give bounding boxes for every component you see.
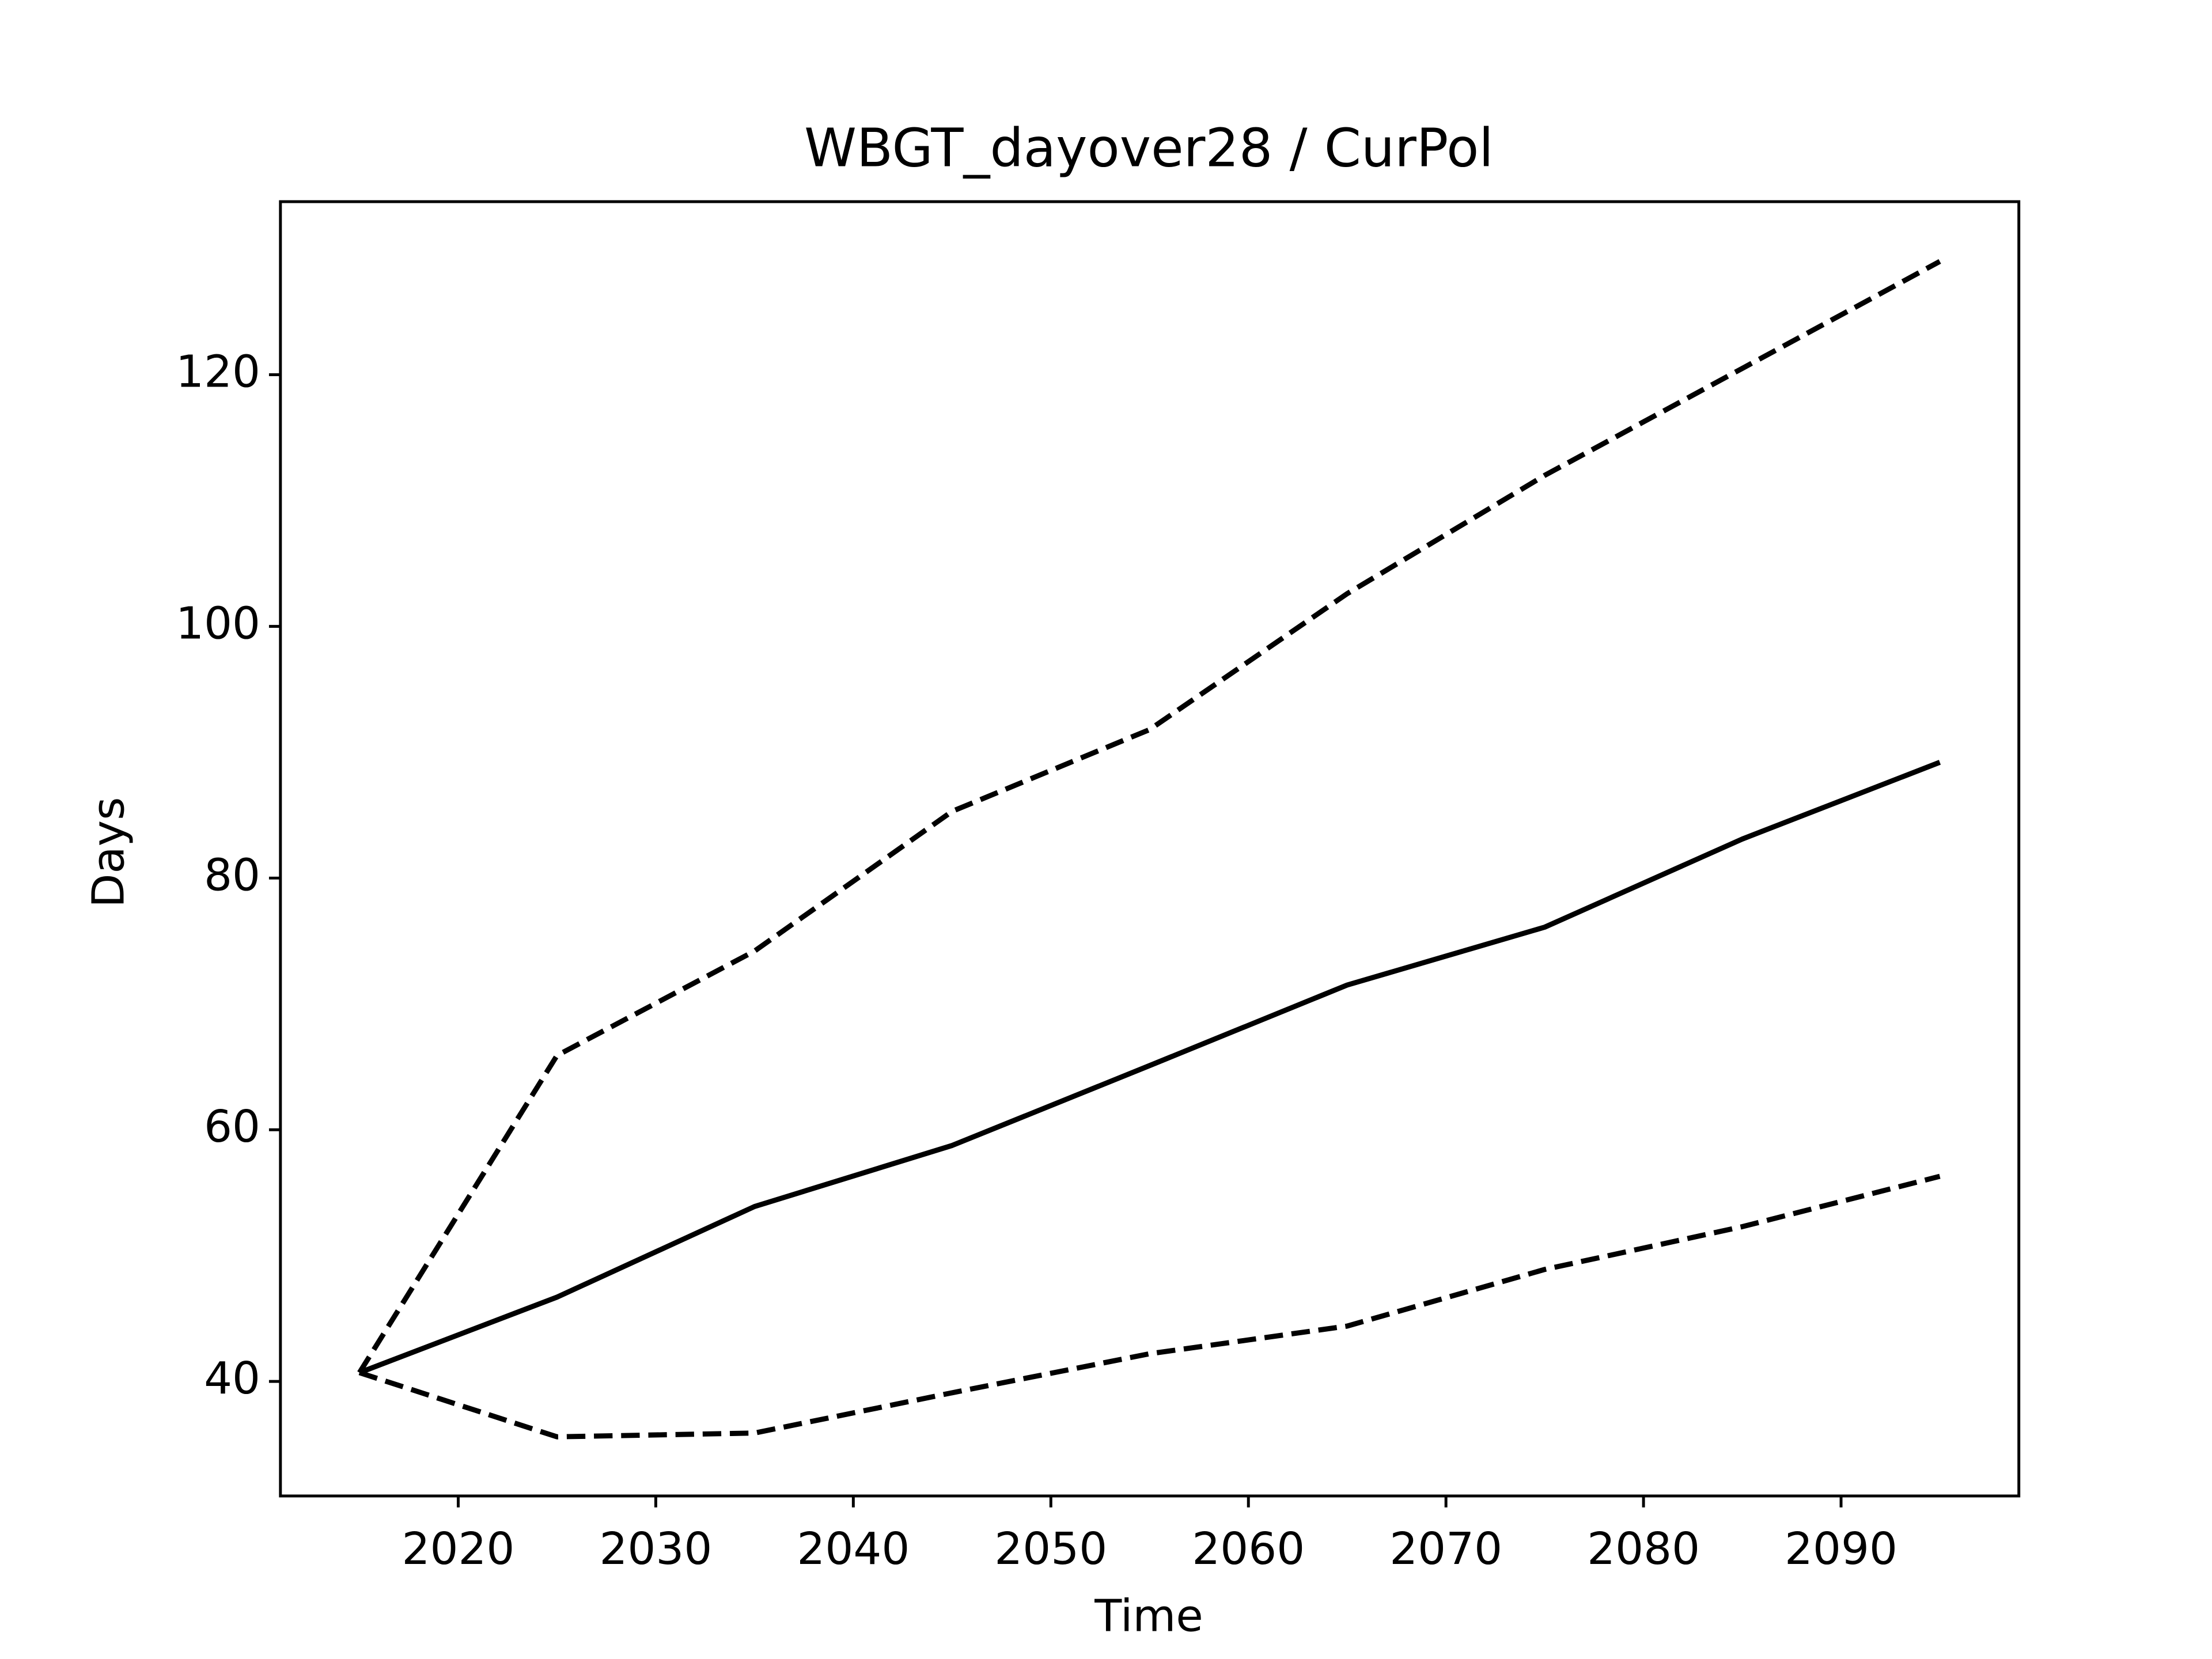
y-axis-label: Days bbox=[84, 797, 135, 908]
x-tick-label: 2020 bbox=[402, 1524, 515, 1575]
y-tick-label: 40 bbox=[204, 1353, 260, 1404]
plot-frame bbox=[279, 200, 2021, 1498]
x-axis-label: Time bbox=[1094, 1590, 1203, 1642]
line-series bbox=[358, 1173, 1941, 1440]
x-tick-label: 2060 bbox=[1192, 1524, 1305, 1575]
y-tick-label: 80 bbox=[204, 850, 260, 901]
x-tick-label: 2090 bbox=[1785, 1524, 1897, 1575]
chart-title: WBGT_dayover28 / CurPol bbox=[804, 118, 1494, 179]
x-tick-label: 2030 bbox=[599, 1524, 712, 1575]
line-series bbox=[357, 259, 1941, 1374]
x-tick-label: 2050 bbox=[994, 1524, 1107, 1575]
x-tick-label: 2080 bbox=[1587, 1524, 1700, 1575]
line-series bbox=[358, 760, 1941, 1376]
y-tick-label: 100 bbox=[176, 598, 260, 649]
x-tick-label: 2040 bbox=[797, 1524, 910, 1575]
y-tick-label: 60 bbox=[204, 1101, 260, 1153]
y-tick-label: 120 bbox=[176, 346, 260, 397]
x-tick-label: 2070 bbox=[1389, 1524, 1502, 1575]
